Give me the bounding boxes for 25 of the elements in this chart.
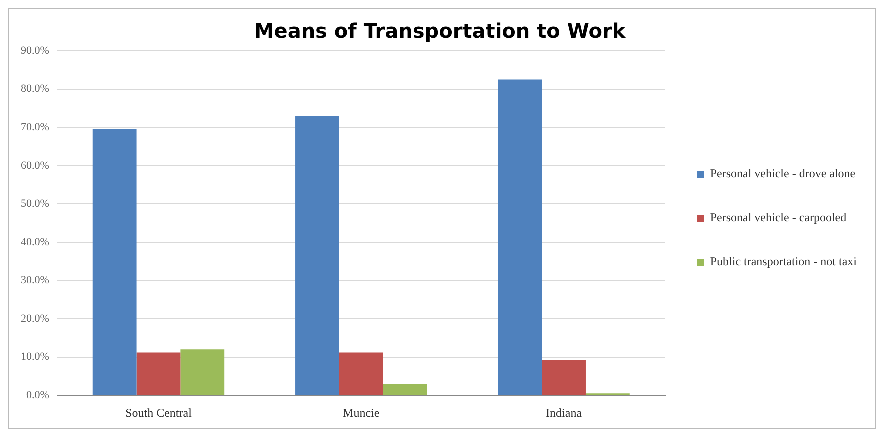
chart-title: Means of Transportation to Work	[254, 19, 626, 44]
bar	[542, 360, 586, 396]
y-tick-label: 40.0%	[20, 236, 50, 248]
bar	[339, 352, 384, 396]
bar	[296, 116, 340, 396]
y-tick-label: 60.0%	[20, 160, 50, 172]
bar	[383, 384, 428, 396]
legend-label: Public transportation - not taxi	[710, 254, 858, 269]
legend-label: Personal vehicle - drove alone	[710, 166, 856, 181]
y-tick-label: 90.0%	[20, 44, 50, 57]
x-tick-label: South Central	[126, 406, 193, 420]
y-tick-label: 20.0%	[20, 312, 50, 325]
bar	[498, 80, 542, 396]
legend-label: Personal vehicle - carpooled	[710, 210, 847, 225]
x-tick-label: Muncie	[343, 406, 380, 420]
y-tick-label: 80.0%	[20, 83, 50, 96]
y-tick-label: 0.0%	[26, 389, 50, 402]
bar	[92, 129, 137, 396]
y-tick-label: 50.0%	[20, 198, 50, 210]
y-tick-label: 30.0%	[20, 274, 50, 287]
bar	[180, 350, 225, 396]
y-tick-label: 70.0%	[20, 121, 50, 134]
x-tick-label: Indiana	[546, 406, 583, 420]
y-tick-label: 10.0%	[20, 351, 50, 364]
bar	[136, 352, 181, 396]
